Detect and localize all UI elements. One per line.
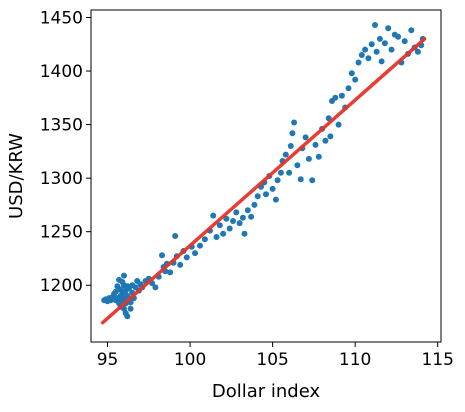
y-axis: 1200 1250 1300 1350 1400 1450 — [40, 8, 91, 296]
data-point — [248, 213, 255, 220]
data-point — [355, 59, 362, 66]
data-point — [152, 284, 159, 291]
data-point — [127, 305, 134, 312]
data-point — [244, 207, 251, 214]
data-point — [201, 236, 208, 243]
data-point — [197, 242, 203, 249]
data-point — [183, 254, 190, 261]
data-point — [121, 272, 127, 279]
data-point — [124, 313, 131, 320]
x-axis: 95 100 105 110 115 — [97, 342, 454, 370]
data-point — [210, 212, 217, 219]
data-point — [297, 176, 304, 183]
x-tick-label: 95 — [97, 350, 119, 370]
data-point — [345, 85, 352, 92]
data-point — [291, 119, 298, 126]
data-point — [302, 134, 309, 141]
y-tick-label: 1350 — [40, 116, 83, 136]
y-tick-label: 1200 — [40, 276, 83, 296]
data-point — [241, 230, 248, 237]
data-point — [277, 169, 284, 176]
x-tick-label: 115 — [421, 350, 453, 370]
data-point — [373, 48, 380, 55]
fit-line-layer — [100, 37, 427, 325]
y-tick-label: 1400 — [40, 62, 83, 82]
data-point — [192, 250, 198, 257]
data-point — [348, 70, 355, 77]
data-point — [112, 288, 119, 295]
data-point — [282, 151, 289, 158]
data-point — [287, 143, 294, 149]
data-point — [289, 130, 296, 137]
data-point — [236, 220, 243, 227]
y-tick-label: 1450 — [40, 8, 83, 28]
data-point — [325, 115, 332, 122]
scatter-points — [101, 22, 426, 320]
data-point — [223, 215, 230, 222]
data-point — [251, 201, 258, 208]
data-point — [315, 153, 322, 160]
data-point — [159, 252, 165, 259]
data-point — [358, 52, 365, 58]
data-point — [312, 141, 319, 148]
data-point — [305, 155, 312, 162]
y-axis-label: USD/KRW — [6, 133, 27, 219]
data-point — [352, 76, 359, 83]
x-tick-label: 110 — [339, 350, 371, 370]
data-point — [274, 177, 281, 184]
data-point — [362, 46, 369, 53]
data-point — [414, 48, 421, 55]
data-point — [263, 191, 269, 198]
data-point — [177, 261, 184, 268]
x-axis-label: Dollar index — [212, 381, 321, 402]
data-point — [381, 40, 388, 47]
data-point — [167, 269, 174, 276]
y-tick-label: 1250 — [40, 223, 83, 243]
data-point — [213, 234, 220, 240]
data-point — [309, 177, 316, 184]
data-point — [216, 222, 223, 229]
data-point — [327, 133, 334, 140]
data-point — [272, 196, 279, 203]
data-point — [368, 41, 375, 48]
data-point — [378, 58, 385, 65]
data-point — [335, 121, 342, 128]
x-tick-label: 105 — [256, 350, 288, 370]
data-point — [338, 92, 345, 99]
data-point — [230, 218, 236, 224]
y-tick-label: 1300 — [40, 169, 83, 189]
data-point — [294, 162, 301, 169]
data-point — [286, 169, 293, 176]
data-point — [388, 46, 395, 53]
data-point — [239, 214, 246, 221]
data-point — [376, 35, 383, 42]
data-point — [254, 193, 261, 200]
data-point — [332, 94, 339, 101]
data-point — [233, 209, 240, 216]
data-point — [395, 33, 402, 40]
data-point — [172, 233, 179, 239]
x-tick-label: 100 — [174, 350, 206, 370]
data-point — [220, 230, 227, 237]
data-point — [372, 22, 378, 28]
fit-line — [100, 37, 427, 325]
data-point — [322, 137, 329, 144]
data-point — [269, 185, 276, 192]
plot-area-frame — [90, 9, 442, 343]
data-point — [408, 27, 415, 34]
data-point — [385, 25, 392, 32]
data-point — [226, 225, 233, 232]
data-point — [365, 55, 372, 62]
data-point — [401, 38, 408, 45]
